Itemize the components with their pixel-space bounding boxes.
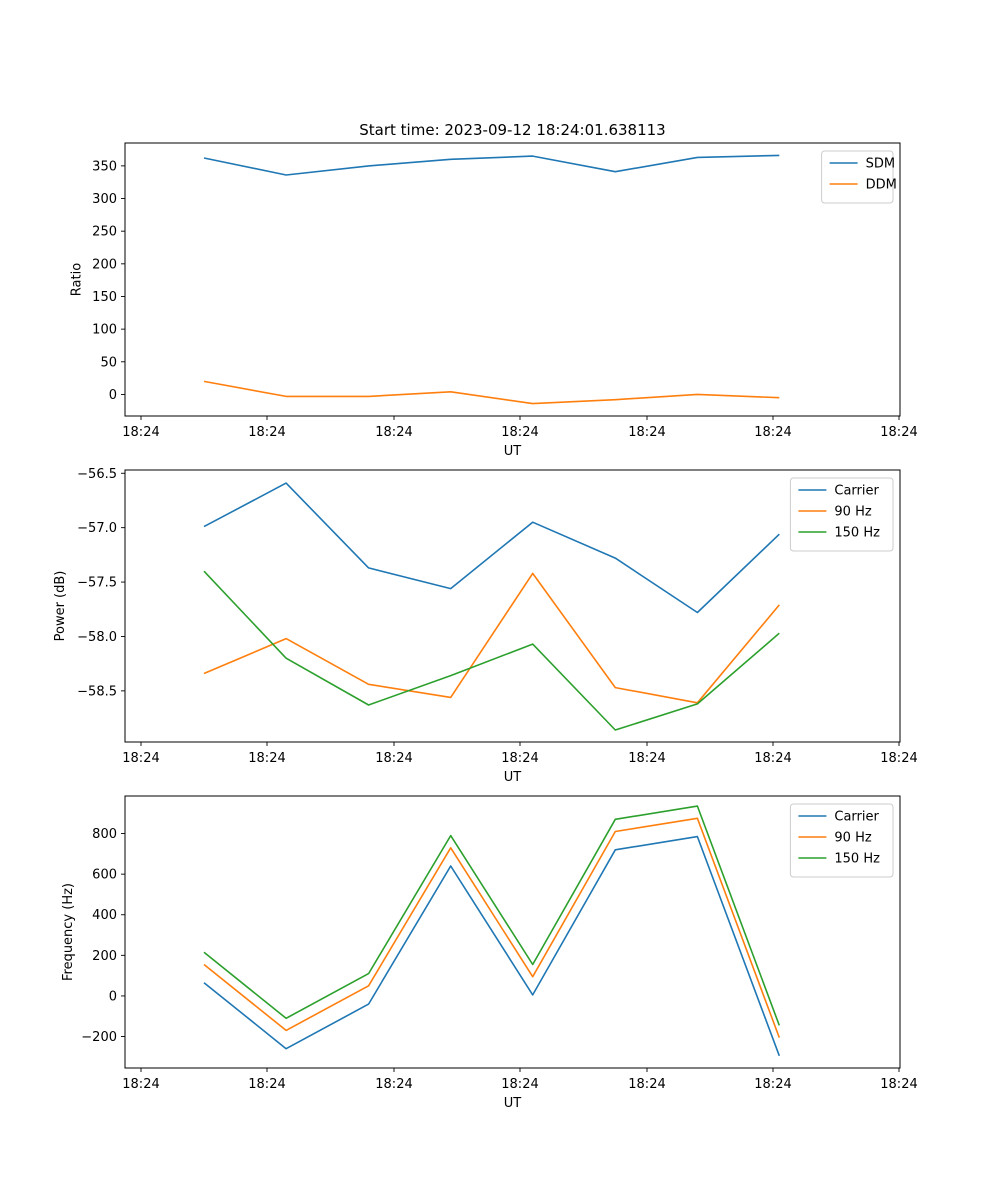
chart-ratio-y-tick-label: 250 (92, 225, 117, 240)
chart-ratio-x-tick-label: 18:24 (501, 425, 538, 440)
chart-power-legend-label-90-hz: 90 Hz (834, 505, 871, 520)
chart-power-x-tick-label: 18:24 (754, 751, 791, 766)
chart-power-x-tick-label: 18:24 (880, 751, 917, 766)
chart-frequency-x-tick-label: 18:24 (122, 1077, 159, 1092)
chart-ratio-legend: SDM DDM (821, 150, 897, 204)
chart-ratio-title: Start time: 2023-09-12 18:24:01.638113 (359, 121, 665, 139)
chart-frequency-frame (124, 795, 901, 1069)
chart-ratio-legend-label-ddm: DDM (866, 178, 897, 193)
chart-frequency-x-tick-label: 18:24 (501, 1077, 538, 1092)
chart-power-frame (124, 469, 901, 743)
chart-frequency-series-150-hz (203, 805, 781, 1026)
chart-power-y-tick-label: −57.0 (77, 521, 117, 536)
chart-ratio-y-tick-label: 0 (109, 388, 117, 403)
chart-frequency-legend: Carrier 90 Hz 150 Hz (789, 803, 894, 878)
chart-frequency-series-90-hz (203, 817, 781, 1038)
chart-frequency-y-tick-label: 200 (92, 949, 117, 964)
frequency-chart: 18:2418:2418:2418:2418:2418:2418:2418:25… (61, 795, 918, 1111)
chart-frequency-x-tick-label: 18:24 (375, 1077, 412, 1092)
chart-ratio-series-ddm (203, 380, 780, 405)
chart-power-x-tick-label: 18:24 (375, 751, 412, 766)
chart-ratio-x-tick-label: 18:24 (375, 425, 412, 440)
chart-frequency-legend-label-150-hz: 150 Hz (834, 852, 880, 867)
chart-ratio-x-tick-label: 18:24 (628, 425, 665, 440)
chart-power-y-axis-label: Power (dB) (53, 571, 68, 642)
chart-power-legend-label-carrier: Carrier (834, 484, 879, 499)
chart-power-y-tick-label: −58.5 (77, 684, 117, 699)
chart-ratio-legend-label-sdm: SDM (866, 157, 895, 172)
chart-power-y-tick-label: −58.0 (77, 630, 117, 645)
chart-ratio-y-tick-label: 300 (92, 192, 117, 207)
chart-ratio-y-tick-label: 50 (100, 355, 117, 370)
chart-frequency-x-tick-label: 18:24 (754, 1077, 791, 1092)
chart-ratio-x-tick-label: 18:24 (754, 425, 791, 440)
chart-power-legend-label-150-hz: 150 Hz (834, 526, 880, 541)
chart-frequency-x-tick-label: 18:24 (628, 1077, 665, 1092)
chart-ratio-y-tick-label: 100 (92, 323, 117, 338)
chart-frequency-legend-label-90-hz: 90 Hz (834, 831, 871, 846)
chart-power-y-tick-label: −56.5 (77, 467, 117, 482)
chart-ratio-series-sdm (203, 154, 780, 176)
chart-power-x-tick-label: 18:24 (248, 751, 285, 766)
chart-power-series-90-hz (203, 572, 780, 704)
chart-frequency-y-tick-label: 600 (92, 868, 117, 883)
chart-frequency-x-tick-label: 18:24 (880, 1077, 917, 1092)
chart-frequency-legend-label-carrier: Carrier (834, 810, 879, 825)
chart-ratio-x-tick-label: 18:24 (880, 425, 917, 440)
chart-power-series-carrier (203, 482, 780, 614)
chart-ratio-y-axis-label: Ratio (69, 263, 84, 296)
chart-ratio-x-tick-label: 18:24 (122, 425, 159, 440)
chart-ratio-frame (124, 142, 901, 417)
chart-power-x-tick-label: 18:24 (122, 751, 159, 766)
chart-frequency-y-tick-label: 400 (92, 908, 117, 923)
chart-frequency-y-tick-label: 800 (92, 827, 117, 842)
chart-power-series-150-hz (203, 570, 780, 731)
chart-frequency-x-axis-label: UT (504, 1096, 522, 1111)
chart-ratio-y-tick-label: 200 (92, 257, 117, 272)
chart-ratio-y-tick-label: 150 (92, 290, 117, 305)
chart-frequency-y-axis-label: Frequency (Hz) (61, 883, 76, 981)
chart-ratio-x-axis-label: UT (504, 444, 522, 459)
chart-power-x-tick-label: 18:24 (501, 751, 538, 766)
chart-power-legend: Carrier 90 Hz 150 Hz (789, 477, 894, 552)
chart-power-x-axis-label: UT (504, 770, 522, 785)
power-chart: 18:2418:2418:2418:2418:2418:2418:2418:25… (53, 467, 918, 785)
chart-frequency-y-tick-label: −200 (81, 1030, 117, 1045)
chart-power-x-tick-label: 18:24 (628, 751, 665, 766)
chart-power-y-tick-label: −57.5 (77, 576, 117, 591)
chart-frequency-y-tick-label: 0 (109, 989, 117, 1004)
chart-ratio-legend-box (821, 150, 894, 204)
chart-ratio-y-tick-label: 350 (92, 159, 117, 174)
chart-frequency-series-carrier (203, 835, 781, 1057)
chart-frequency-x-tick-label: 18:24 (248, 1077, 285, 1092)
ratio-chart: Start time: 2023-09-12 18:24:01.638113 18… (69, 121, 917, 459)
chart-ratio-x-tick-label: 18:24 (248, 425, 285, 440)
